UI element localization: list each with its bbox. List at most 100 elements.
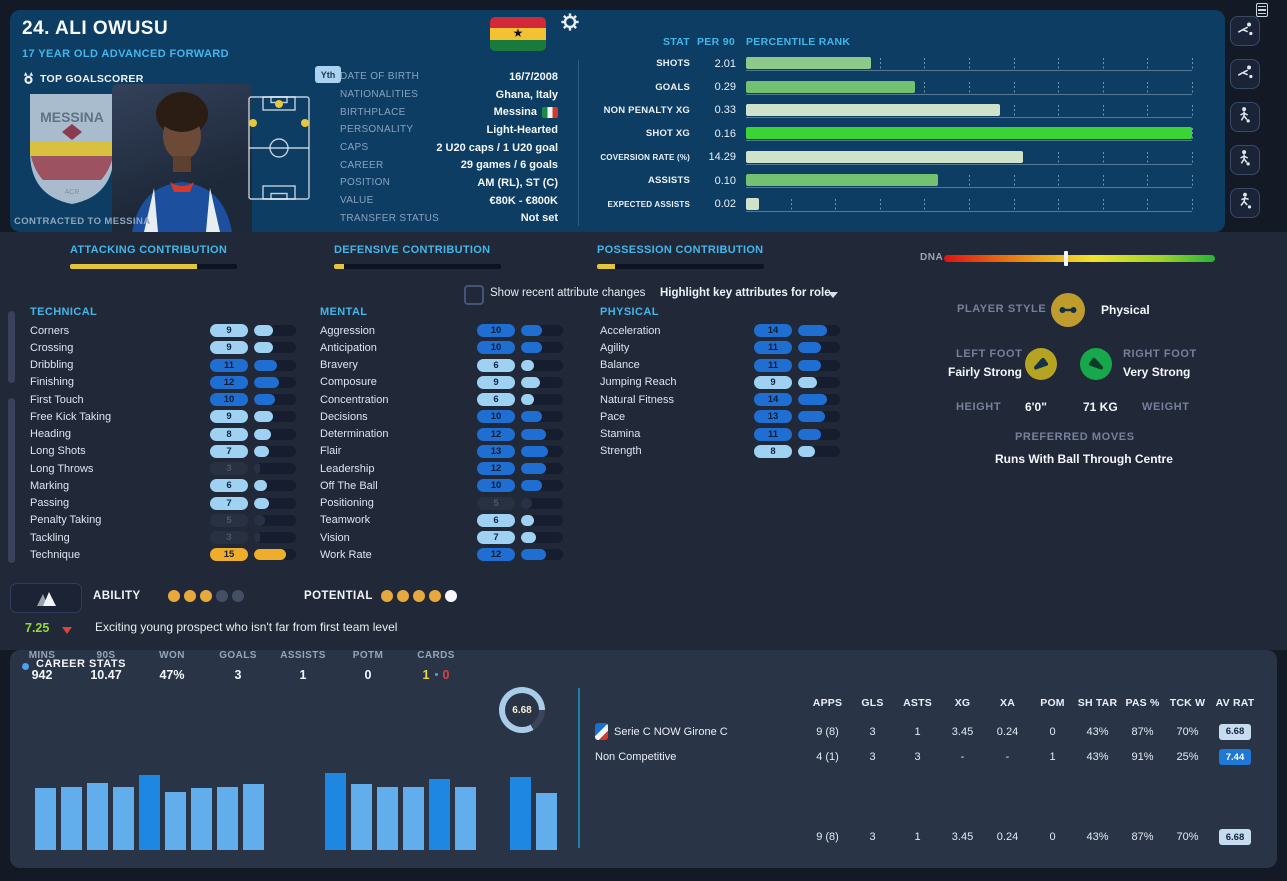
contribution-bar xyxy=(70,264,237,269)
competition-name: Non Competitive xyxy=(595,751,677,763)
attribute-progress-pill xyxy=(798,376,840,388)
bar-tick xyxy=(1058,198,1060,210)
potential-label: POTENTIAL xyxy=(304,590,373,602)
attribute-value-badge: 11 xyxy=(754,358,792,372)
attribute-progress-fill xyxy=(798,359,822,371)
show-recent-changes-label[interactable]: Show recent attribute changes xyxy=(490,287,646,299)
attribute-row: Finishing 12 xyxy=(30,374,296,391)
attribute-row: First Touch 10 xyxy=(30,391,296,408)
highlight-role-dropdown[interactable]: Highlight key attributes for role xyxy=(660,287,831,299)
contribution-tab[interactable]: ATTACKING CONTRIBUTION xyxy=(70,244,310,269)
attributes-scrollbar-upper[interactable] xyxy=(8,311,15,383)
per90-row: GOALS 0.29 xyxy=(584,75,1216,98)
attribute-name: Marking xyxy=(30,479,70,492)
run-icon xyxy=(1236,192,1254,215)
attribute-value-badge: 6 xyxy=(210,479,248,493)
rating-bar xyxy=(191,788,212,850)
side-toolbar-button[interactable] xyxy=(1230,59,1260,89)
attribute-value-badge: 10 xyxy=(477,341,515,355)
attribute-progress-pill xyxy=(521,480,563,492)
bar-tick xyxy=(1192,151,1193,163)
attribute-name: Stamina xyxy=(600,428,641,441)
attribute-row: Work Rate 12 xyxy=(320,546,563,563)
youth-tag: Yth xyxy=(315,66,341,83)
bar-tick xyxy=(969,198,970,210)
dna-label: DNA xyxy=(920,252,944,263)
table-row[interactable]: Non Competitive 4 (1) 3 3 - - 1 43% 91% 25% 7.44 xyxy=(595,749,1275,765)
chevron-down-icon[interactable] xyxy=(828,292,838,298)
attribute-name: Dribbling xyxy=(30,359,74,372)
contribution-tab[interactable]: DEFENSIVE CONTRIBUTION xyxy=(334,244,574,269)
gold-dot xyxy=(397,590,409,602)
table-cell: 9 (8) xyxy=(816,725,839,738)
bar-tick xyxy=(1147,198,1149,210)
per90-col-percentile: PERCENTILE RANK xyxy=(746,36,851,48)
per90-stat-value: 14.29 xyxy=(708,151,736,164)
ghana-flag: ★ xyxy=(490,17,546,51)
attribute-row: Dribbling 11 xyxy=(30,357,296,374)
attribute-row: Natural Fitness 14 xyxy=(600,391,840,408)
average-rating-gauge: 6.68 xyxy=(499,687,545,733)
table-total-cell: 0.24 xyxy=(996,831,1019,843)
bar-tick xyxy=(1147,151,1149,163)
side-toolbar-button[interactable] xyxy=(1230,188,1260,218)
bar-fill xyxy=(746,127,1192,140)
attribute-name: Free Kick Taking xyxy=(30,410,112,423)
attribute-progress-fill xyxy=(521,445,549,457)
show-recent-changes-checkbox[interactable] xyxy=(464,285,484,305)
player-age-role: 17 YEAR OLD ADVANCED FORWARD xyxy=(22,48,229,60)
side-toolbar-button[interactable] xyxy=(1230,16,1260,46)
ability-label: ABILITY xyxy=(93,590,141,602)
per90-stat-value: 0.10 xyxy=(714,174,736,187)
attribute-row: Free Kick Taking 9 xyxy=(30,408,296,425)
table-header-cell: POM xyxy=(1040,697,1065,709)
detail-row: TRANSFER STATUS Not set xyxy=(340,210,558,228)
attribute-row: Bravery 6 xyxy=(320,357,563,374)
table-total-cell: 43% xyxy=(1086,831,1109,843)
dna-slider-marker[interactable] xyxy=(1063,251,1068,266)
bar-tick xyxy=(1147,104,1149,116)
player-details-list: DATE OF BIRTH 16/7/2008 NATIONALITIES Ghana… xyxy=(340,68,558,227)
list-view-icon[interactable] xyxy=(1256,3,1268,17)
table-row[interactable]: Serie C NOW Girone C 9 (8) 3 1 3.45 0.24 0 43% 8… xyxy=(595,723,1275,740)
attribute-progress-fill xyxy=(254,359,278,371)
attribute-progress-pill xyxy=(798,325,840,337)
potential-dots xyxy=(381,590,457,602)
gear-icon[interactable] xyxy=(560,12,580,32)
side-toolbar-button[interactable] xyxy=(1230,102,1260,132)
competition-name-cell[interactable]: Serie C NOW Girone C xyxy=(595,723,805,740)
contribution-label: DEFENSIVE CONTRIBUTION xyxy=(334,244,491,256)
attribute-group-title: TECHNICAL xyxy=(30,306,98,318)
per90-stat-value: 0.33 xyxy=(714,104,736,117)
attribute-row: Leadership 12 xyxy=(320,460,563,477)
per90-stat-value: 0.16 xyxy=(714,127,736,140)
per90-percentile-bar xyxy=(746,80,1193,95)
table-cell: 3.45 xyxy=(951,725,974,738)
attribute-progress-pill xyxy=(521,463,563,475)
attribute-progress-fill xyxy=(798,394,828,406)
competition-name-cell[interactable]: Non Competitive xyxy=(595,751,805,763)
attribute-progress-fill xyxy=(254,497,269,509)
attribute-row: Stamina 11 xyxy=(600,426,840,443)
side-toolbar-button[interactable] xyxy=(1230,145,1260,175)
left-foot-label: LEFT FOOT xyxy=(956,348,1023,360)
attribute-progress-pill xyxy=(254,445,296,457)
kit-icon-button[interactable] xyxy=(10,583,82,613)
position-dot-aml xyxy=(249,119,257,127)
attribute-value-badge: 9 xyxy=(210,410,248,424)
rating-chevron-down-icon[interactable] xyxy=(62,627,72,634)
right-foot-label: RIGHT FOOT xyxy=(1123,348,1197,360)
dribble-icon xyxy=(1236,149,1254,172)
attribute-progress-fill xyxy=(254,480,267,492)
ghana-flag-star: ★ xyxy=(490,27,546,40)
dna-slider[interactable] xyxy=(944,251,1215,266)
per90-col-per90: PER 90 xyxy=(697,36,735,48)
attributes-scrollbar-lower[interactable] xyxy=(8,398,15,563)
contribution-tab[interactable]: POSSESSION CONTRIBUTION xyxy=(597,244,837,269)
per90-header: STAT PER 90 PERCENTILE RANK xyxy=(584,32,1216,52)
summary-label: WON xyxy=(159,650,185,661)
attribute-value-badge: 3 xyxy=(210,531,248,545)
position-dot-st xyxy=(275,100,283,108)
